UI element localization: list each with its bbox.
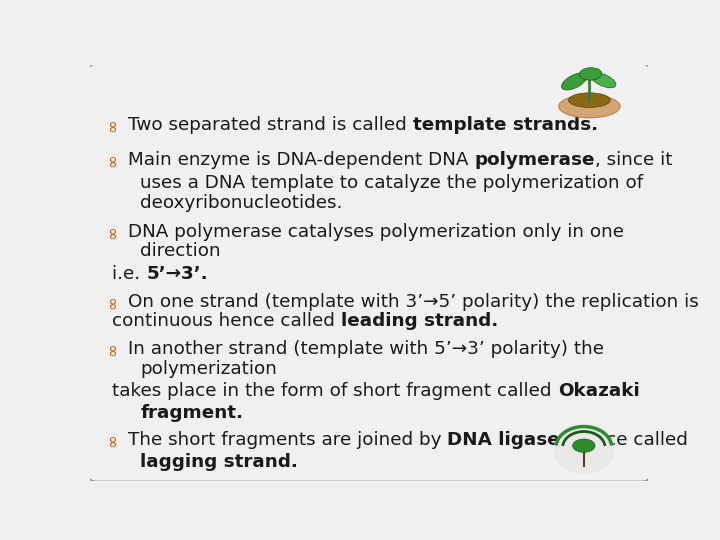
Ellipse shape bbox=[572, 439, 595, 453]
Text: ∞: ∞ bbox=[104, 342, 121, 356]
Text: continuous hence called: continuous hence called bbox=[112, 312, 341, 330]
Text: template strands.: template strands. bbox=[413, 116, 598, 134]
Text: takes place in the form of short fragment called: takes place in the form of short fragmen… bbox=[112, 382, 558, 400]
Text: , since it: , since it bbox=[595, 151, 672, 170]
Text: ∞: ∞ bbox=[104, 118, 121, 132]
Text: ∞: ∞ bbox=[104, 295, 121, 309]
Text: Tree: Tree bbox=[585, 458, 606, 468]
Text: direction: direction bbox=[140, 242, 221, 260]
Text: In another strand (template with 5’→3’ polarity) the: In another strand (template with 5’→3’ p… bbox=[128, 340, 604, 358]
Ellipse shape bbox=[591, 72, 616, 88]
Text: The short fragments are joined by: The short fragments are joined by bbox=[128, 431, 447, 449]
Ellipse shape bbox=[559, 95, 620, 118]
Text: uses a DNA template to catalyze the polymerization of: uses a DNA template to catalyze the poly… bbox=[140, 174, 644, 192]
Text: 5’→3’.: 5’→3’. bbox=[146, 265, 208, 283]
Text: polymerization: polymerization bbox=[140, 360, 277, 378]
Text: Main enzyme is DNA-dependent DNA: Main enzyme is DNA-dependent DNA bbox=[128, 151, 474, 170]
Text: ∞: ∞ bbox=[104, 225, 121, 239]
Circle shape bbox=[553, 428, 615, 474]
Ellipse shape bbox=[569, 93, 611, 107]
Text: i.e.: i.e. bbox=[112, 265, 146, 283]
Ellipse shape bbox=[562, 73, 587, 90]
Text: deoxyribonucleotides.: deoxyribonucleotides. bbox=[140, 194, 343, 212]
Text: Okazaki: Okazaki bbox=[558, 382, 639, 400]
Text: ∞: ∞ bbox=[104, 434, 121, 447]
Text: , hence called: , hence called bbox=[560, 431, 688, 449]
Text: polymerase: polymerase bbox=[474, 151, 595, 170]
Text: DNA ligase: DNA ligase bbox=[447, 431, 560, 449]
Text: ∞: ∞ bbox=[104, 153, 121, 167]
FancyBboxPatch shape bbox=[89, 64, 649, 482]
Text: Save: Save bbox=[572, 458, 595, 468]
Text: Two separated strand is called: Two separated strand is called bbox=[128, 116, 413, 134]
Text: fragment.: fragment. bbox=[140, 404, 243, 422]
Text: DNA polymerase catalyses polymerization only in one: DNA polymerase catalyses polymerization … bbox=[128, 223, 624, 241]
Ellipse shape bbox=[580, 68, 602, 80]
Text: On one strand (template with 3’→5’ polarity) the replication is: On one strand (template with 3’→5’ polar… bbox=[128, 293, 698, 311]
Text: leading strand.: leading strand. bbox=[341, 312, 498, 330]
Text: lagging strand.: lagging strand. bbox=[140, 453, 298, 471]
